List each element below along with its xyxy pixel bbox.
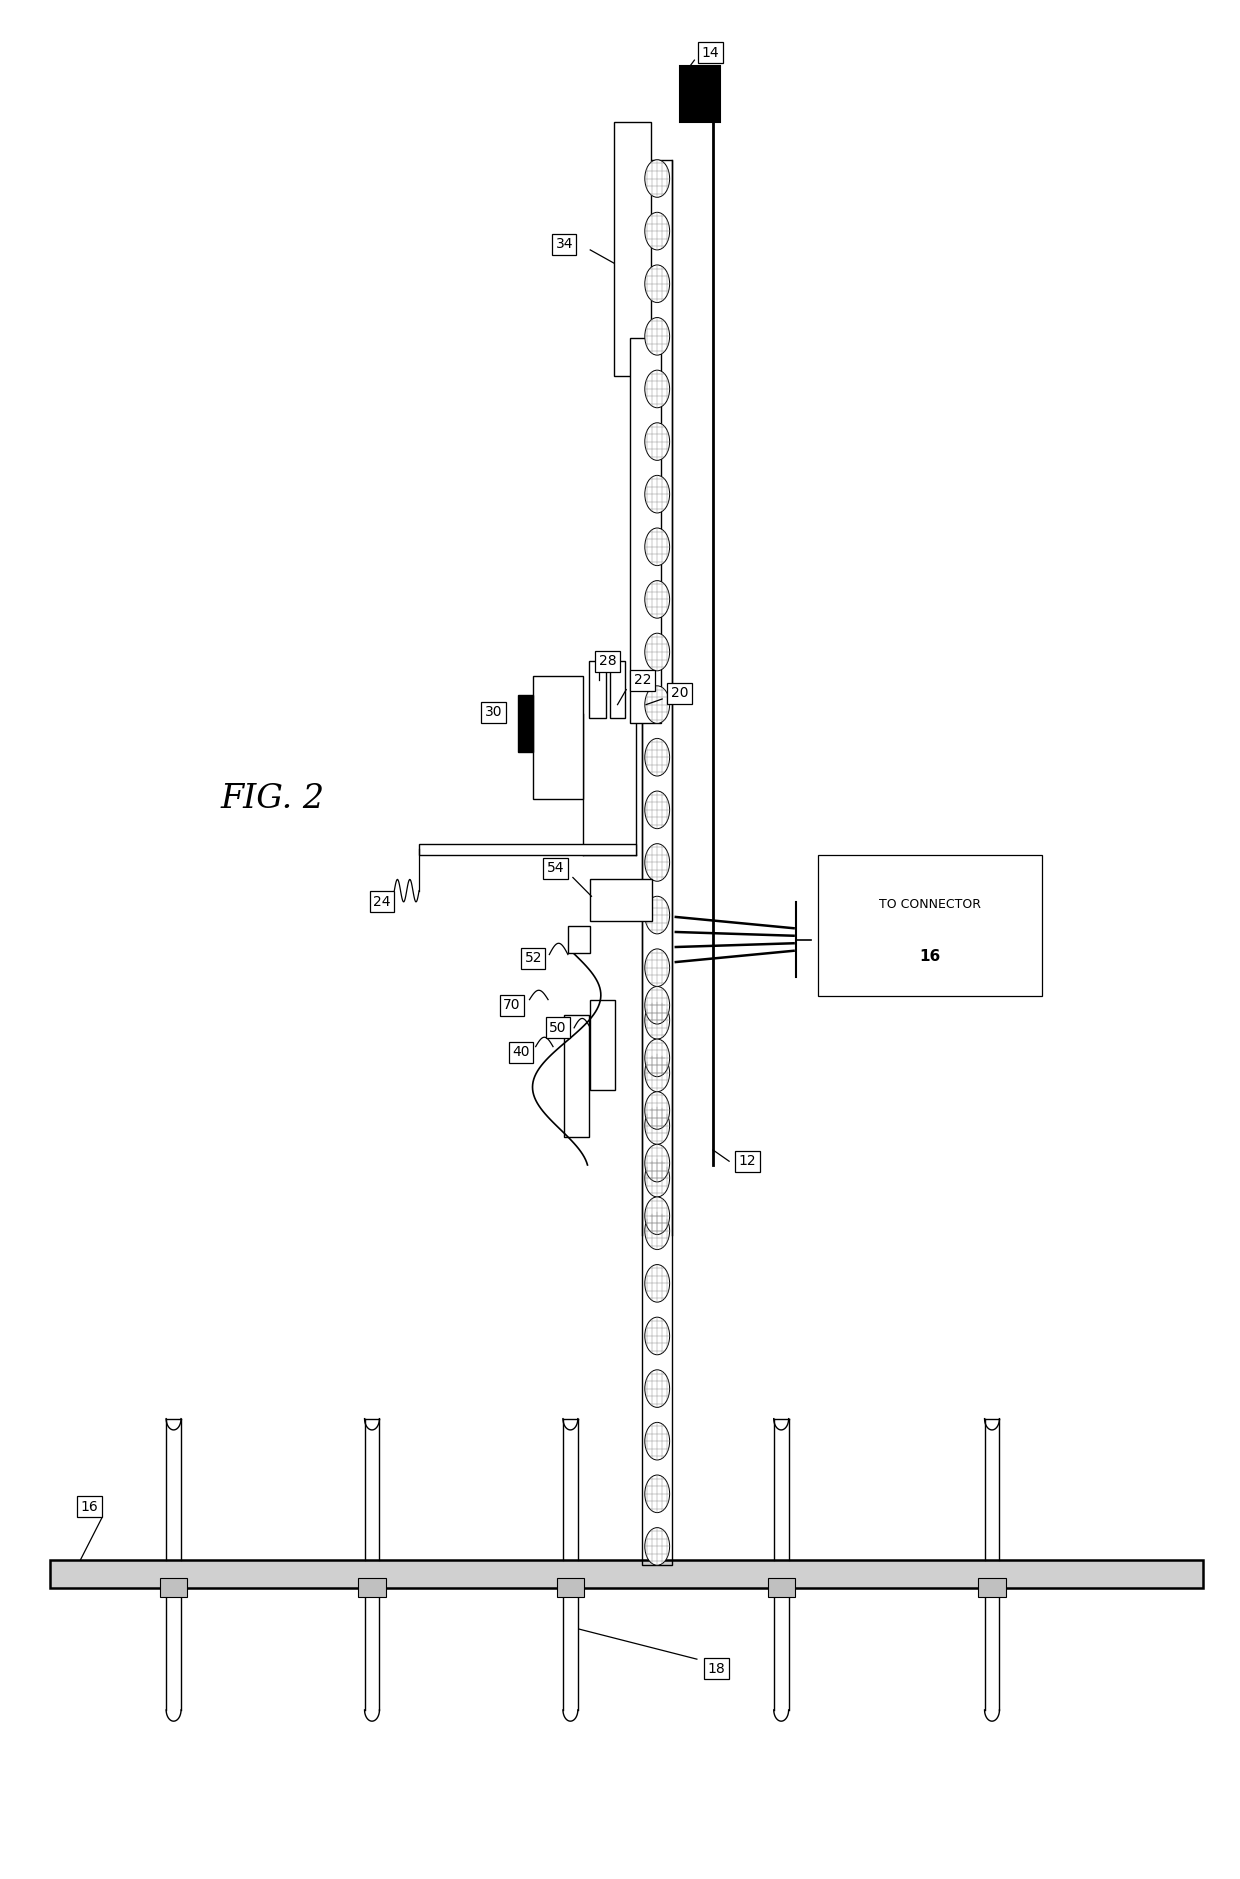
Circle shape [645, 1528, 670, 1565]
Circle shape [645, 1317, 670, 1355]
Circle shape [645, 318, 670, 355]
Text: 14: 14 [702, 45, 719, 60]
Circle shape [645, 1212, 670, 1250]
Text: 54: 54 [547, 861, 564, 876]
Bar [630, 338, 661, 723]
Circle shape [645, 1265, 670, 1302]
Bar [160, 1578, 187, 1597]
Circle shape [645, 1370, 670, 1407]
Text: 12: 12 [739, 1154, 756, 1169]
Text: 50: 50 [549, 1020, 567, 1035]
Bar [590, 1000, 615, 1090]
Circle shape [645, 1197, 670, 1235]
Bar [557, 1578, 584, 1597]
Circle shape [645, 370, 670, 408]
Text: 34: 34 [556, 237, 573, 252]
Bar [564, 1015, 589, 1137]
Bar [768, 1578, 795, 1597]
Text: TO CONNECTOR: TO CONNECTOR [879, 898, 981, 911]
Bar [610, 661, 625, 718]
Text: 40: 40 [512, 1045, 529, 1060]
Circle shape [645, 1422, 670, 1460]
Circle shape [645, 1159, 670, 1197]
Bar [50, 1560, 1203, 1588]
Text: 16: 16 [81, 1499, 98, 1514]
Circle shape [645, 265, 670, 303]
Bar [680, 66, 720, 122]
Text: 20: 20 [671, 686, 688, 701]
Text: 18: 18 [708, 1661, 725, 1676]
Text: FIG. 2: FIG. 2 [221, 782, 325, 815]
Circle shape [645, 738, 670, 776]
Bar [818, 855, 1042, 996]
Circle shape [645, 986, 670, 1024]
Bar [419, 844, 636, 855]
Circle shape [645, 844, 670, 881]
Circle shape [645, 633, 670, 671]
Circle shape [645, 1107, 670, 1144]
Text: 70: 70 [503, 998, 521, 1013]
Bar [533, 676, 583, 799]
Circle shape [645, 1144, 670, 1182]
Circle shape [645, 528, 670, 566]
Bar [614, 122, 651, 376]
Circle shape [645, 1039, 670, 1077]
Circle shape [645, 1092, 670, 1129]
Circle shape [645, 949, 670, 986]
Bar [518, 695, 533, 752]
Bar [978, 1578, 1006, 1597]
Text: 30: 30 [485, 705, 502, 720]
Circle shape [645, 475, 670, 513]
Text: 24: 24 [373, 894, 391, 909]
Circle shape [645, 1475, 670, 1513]
Circle shape [645, 1054, 670, 1092]
Bar [358, 1578, 386, 1597]
Circle shape [645, 896, 670, 934]
Bar [589, 661, 606, 718]
Circle shape [645, 686, 670, 723]
Circle shape [645, 581, 670, 618]
Circle shape [645, 791, 670, 829]
Circle shape [645, 160, 670, 197]
Text: 28: 28 [599, 654, 616, 669]
Text: 16: 16 [919, 949, 941, 964]
Circle shape [645, 423, 670, 460]
Circle shape [645, 1002, 670, 1039]
Bar [568, 926, 590, 953]
Text: 22: 22 [634, 673, 651, 688]
Circle shape [645, 212, 670, 250]
Bar [642, 160, 672, 1565]
Bar [590, 879, 652, 921]
Text: 52: 52 [525, 951, 542, 966]
